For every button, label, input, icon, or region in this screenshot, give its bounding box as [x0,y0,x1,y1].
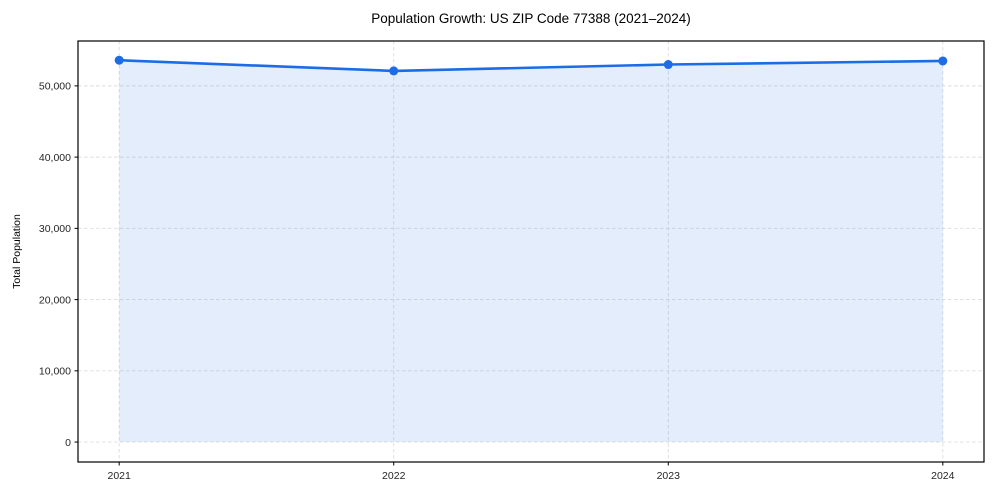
x-tick-label-0: 2021 [108,470,132,482]
x-tick-label-1: 2022 [382,470,406,482]
series-area-0 [119,60,943,443]
plot-border [77,40,985,463]
y-tick-label-2: 20,000 [39,294,71,306]
x-tick-label-2: 2023 [657,470,681,482]
y-tick-label-1: 10,000 [39,366,71,378]
data-point-markers [114,55,948,76]
y-tick-label-0: 0 [65,437,71,449]
data-point-marker-1 [389,66,399,76]
y-tick-label-3: 30,000 [39,223,71,235]
data-point-marker-2 [663,60,673,70]
area-fill [119,60,943,443]
x-tick-label-3: 2024 [931,470,955,482]
axes-spines [77,40,985,463]
data-point-marker-3 [938,56,948,66]
y-tick-label-5: 50,000 [39,81,71,93]
chart-title: Population Growth: US ZIP Code 77388 (20… [371,11,690,26]
y-tick-label-4: 40,000 [39,152,71,164]
gridlines [78,41,984,462]
data-line [117,58,945,73]
series-line-0 [117,58,945,73]
y-axis-label: Total Population [11,214,23,289]
data-point-marker-0 [114,55,124,65]
axis-tick-labels: 0 10,000 20,000 30,000 40,000 50,000 2021 2022 2… [39,81,955,482]
